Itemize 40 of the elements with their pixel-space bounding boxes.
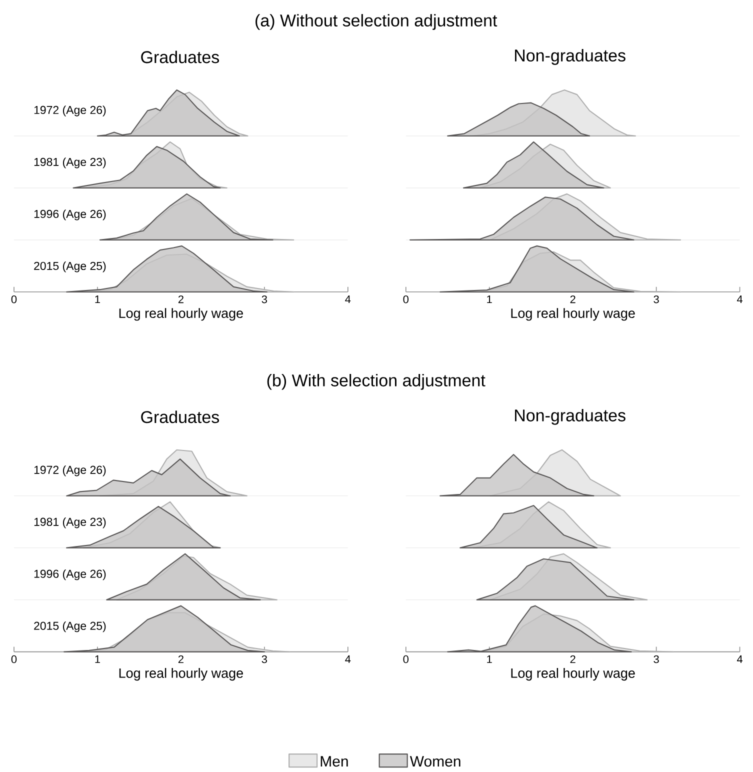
x-tick-label: 0 [403,295,409,304]
y-axis-title: 1981 (Age 23) [34,158,106,168]
chart-subtitle: Non-graduates [515,408,626,425]
y-axis-title: 2015 (Age 25) [34,262,106,272]
x-tick-label: 2 [570,655,576,664]
x-tick-label: 1 [487,295,492,304]
chart-subtitle: Graduates [141,410,220,424]
legend-label: Men [320,756,348,767]
x-tick-label: 3 [262,295,268,304]
x-tick-label: 4 [737,655,743,663]
x-tick-label: 0 [403,655,409,664]
x-tick-label: 1 [487,655,492,663]
chart-title: (b) With selection adjustment [267,374,486,390]
chart-title: (a) Without selection adjustment [256,14,498,30]
x-tick-label: 4 [345,295,351,304]
y-axis-title: 1996 (Age 26) [34,210,106,220]
x-axis-title: Log real hourly wage [511,308,635,321]
x-tick-label: 2 [178,295,184,304]
x-axis-title: Log real hourly wage [511,668,635,681]
x-tick-label: 1 [95,295,100,304]
y-axis-title: 1996 (Age 26) [34,569,106,580]
chart-subtitle: Graduates [141,50,220,64]
x-axis-title: Log real hourly wage [120,308,244,321]
x-tick-label: 3 [654,655,659,664]
y-axis-title: 1981 (Age 23) [34,517,106,528]
x-tick-label: 3 [262,655,268,664]
y-axis-title: 1972 (Age 26) [34,466,106,476]
x-tick-label: 1 [95,655,100,663]
x-tick-label: 2 [178,655,184,664]
legend-label: Women [410,756,460,767]
x-tick-label: 2 [570,295,576,304]
x-tick-label: 4 [737,295,743,304]
x-tick-label: 4 [345,655,351,663]
y-axis-title: 1972 (Age 26) [34,106,106,116]
y-axis-title: 2015 (Age 25) [34,621,106,632]
x-tick-label: 0 [11,655,17,664]
x-tick-label: 0 [11,295,17,304]
chart-subtitle: Non-graduates [515,49,626,65]
x-tick-label: 3 [654,295,659,304]
x-axis-title: Log real hourly wage [120,668,244,681]
